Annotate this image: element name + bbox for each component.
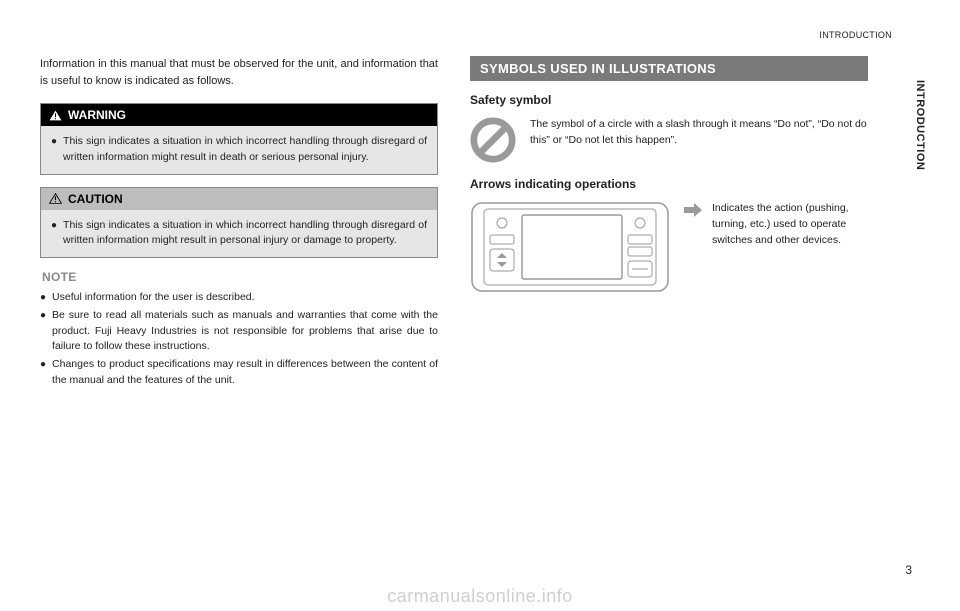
safety-text: The symbol of a circle with a slash thro…: [530, 117, 868, 149]
warning-body: ● This sign indicates a situation in whi…: [41, 126, 437, 174]
watermark: carmanualsonline.info: [0, 586, 960, 607]
bullet-icon: ●: [51, 134, 57, 166]
header-section-label: INTRODUCTION: [819, 30, 892, 40]
note-text: Useful information for the user is descr…: [52, 290, 255, 306]
note-title: NOTE: [42, 270, 438, 284]
intro-paragraph: Information in this manual that must be …: [40, 56, 438, 89]
device-illustration: [470, 201, 670, 293]
caution-text: This sign indicates a situation in which…: [63, 218, 427, 250]
bullet-icon: ●: [51, 218, 57, 250]
arrows-heading: Arrows indicating operations: [470, 177, 868, 191]
safety-heading: Safety symbol: [470, 93, 868, 107]
bullet-icon: ●: [40, 357, 46, 389]
caution-header: CAUTION: [41, 188, 437, 210]
content-columns: Information in this manual that must be …: [40, 56, 920, 391]
note-item: ● Be sure to read all materials such as …: [40, 308, 438, 355]
caution-body: ● This sign indicates a situation in whi…: [41, 210, 437, 258]
safety-row: The symbol of a circle with a slash thro…: [470, 117, 868, 163]
note-item: ● Useful information for the user is des…: [40, 290, 438, 306]
section-title-bar: SYMBOLS USED IN ILLUSTRATIONS: [470, 56, 868, 81]
note-item: ● Changes to product specifications may …: [40, 357, 438, 389]
arrow-right-icon: [684, 203, 702, 217]
page-number: 3: [905, 563, 912, 577]
side-tab-label: INTRODUCTION: [914, 80, 926, 170]
operations-text: Indicates the action (pushing, turning, …: [712, 201, 862, 248]
note-text: Be sure to read all materials such as ma…: [52, 308, 438, 355]
manual-page: INTRODUCTION INTRODUCTION Information in…: [0, 0, 960, 611]
bullet-icon: ●: [40, 308, 46, 355]
warning-header: WARNING: [41, 104, 437, 126]
warning-title: WARNING: [68, 108, 126, 122]
right-column: SYMBOLS USED IN ILLUSTRATIONS Safety sym…: [470, 56, 868, 391]
caution-triangle-icon: [49, 193, 62, 204]
note-list: ● Useful information for the user is des…: [40, 290, 438, 389]
warning-text: This sign indicates a situation in which…: [63, 134, 427, 166]
warning-box: WARNING ● This sign indicates a situatio…: [40, 103, 438, 175]
prohibition-icon: [470, 117, 516, 163]
caution-box: CAUTION ● This sign indicates a situatio…: [40, 187, 438, 259]
note-text: Changes to product specifications may re…: [52, 357, 438, 389]
left-column: Information in this manual that must be …: [40, 56, 438, 391]
warning-triangle-icon: [49, 110, 62, 121]
bullet-icon: ●: [40, 290, 46, 306]
operations-caption: Indicates the action (pushing, turning, …: [684, 201, 862, 248]
operations-row: Indicates the action (pushing, turning, …: [470, 201, 868, 293]
caution-title: CAUTION: [68, 192, 123, 206]
